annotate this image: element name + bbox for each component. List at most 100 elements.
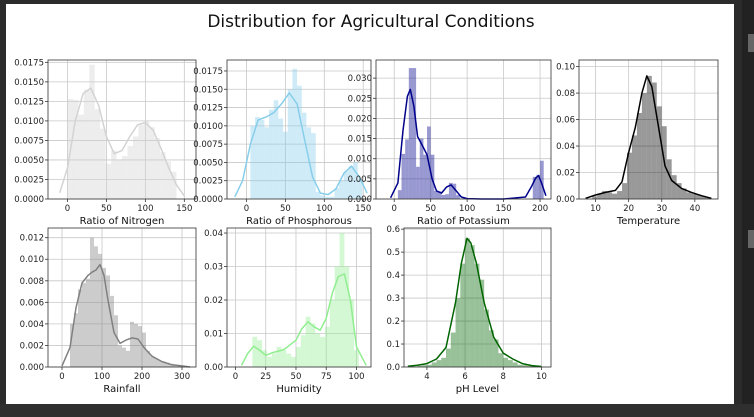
panel-6-xtick-label: 100 xyxy=(348,372,364,382)
panel-4-hist-bar xyxy=(612,193,618,199)
panel-5-hist-bar xyxy=(150,356,154,367)
panel-7-hist-bar xyxy=(517,364,523,367)
panel-2-hist-bar xyxy=(255,117,260,199)
panel-6-hist-bar xyxy=(325,326,330,367)
panel-4-hist-bar xyxy=(641,93,647,199)
panel-1-ytick-label: 0.0025 xyxy=(14,175,44,185)
panel-3-ytick-label: 0.020 xyxy=(348,114,372,124)
panel-1-hist-bar xyxy=(171,171,177,199)
panel-3-hist-bar xyxy=(423,154,428,199)
panel-5-hist-bar xyxy=(78,289,82,367)
panel-4-hist-bar xyxy=(626,152,632,199)
panel-4-hist-bar xyxy=(622,183,627,199)
panel-5-ytick-label: 0.002 xyxy=(20,341,44,351)
panel-5-ytick-label: 0.010 xyxy=(20,255,44,265)
panel-2-ytick-label: 0.0100 xyxy=(193,122,223,132)
panel-4-hist-bar xyxy=(592,196,598,199)
panel-5-hist-bar xyxy=(90,237,94,367)
panel-5-ytick-label: 0.012 xyxy=(20,234,44,244)
panel-4-hist-bar xyxy=(696,195,702,199)
panel-5-xtick-label: 0 xyxy=(59,372,64,382)
panel-3-hist-bar xyxy=(416,166,420,199)
panel-6-xtick-label: 75 xyxy=(321,372,332,382)
panel-4-ytick-label: 0.06 xyxy=(556,116,575,126)
panel-5-ytick-label: 0.004 xyxy=(20,320,44,330)
panel-1-hist-bar xyxy=(143,120,150,199)
panel-7-kde-line xyxy=(407,237,542,368)
panel-3-ytick-label: 0.025 xyxy=(348,94,372,104)
panel-4-xtick-label: 40 xyxy=(689,204,700,214)
panel-4-hist-bar xyxy=(656,106,662,199)
panel-2-ytick-label: 0.0000 xyxy=(193,195,223,205)
panel-4-hist-bar xyxy=(646,75,652,199)
panel-5-hist-bar xyxy=(102,267,106,367)
panel-7-hist-bar xyxy=(527,365,532,367)
panel-7-xlabel: pH Level xyxy=(456,384,499,395)
panel-4-xtick-label: 10 xyxy=(590,204,601,214)
window-edge-strip xyxy=(742,0,754,417)
panel-2-hist-bar xyxy=(264,127,270,199)
panel-6-hist-bar xyxy=(339,233,345,367)
panel-5-xtick-label: 100 xyxy=(94,372,110,382)
panel-3-axes-frame xyxy=(375,59,552,200)
panel-3-hist-bar xyxy=(540,160,544,199)
panel-1-hist-bar xyxy=(105,163,112,199)
panel-2-xtick-label: 0 xyxy=(244,204,249,214)
panel-7-xtick-label: 8 xyxy=(501,372,506,382)
panel-2-ytick-label: 0.0150 xyxy=(193,85,223,95)
panel-5-xlabel: Rainfall xyxy=(103,384,140,395)
panel-4-hist-bar xyxy=(607,192,613,199)
panel-6-hist-bar xyxy=(252,336,258,367)
panel-3-hist-bar xyxy=(448,182,453,199)
panel-6-hist-bar xyxy=(300,335,306,367)
panel-6-hist-bar xyxy=(271,353,277,367)
panel-7-hist-bar xyxy=(512,362,518,367)
panel-3-hist-bar xyxy=(456,194,460,199)
panel-3-hist-bar xyxy=(397,190,402,199)
panel-4-ytick-label: 0.04 xyxy=(556,142,575,152)
panel-4-hist-bar xyxy=(636,112,642,199)
panel-2-xtick-label: 100 xyxy=(316,204,332,214)
panel-3-xlabel: Ratio of Potassium xyxy=(417,216,510,227)
chart-title: Distribution for Agricultural Conditions xyxy=(207,12,535,32)
panel-7-hist-bar xyxy=(503,357,509,367)
panel-6-hist-bar xyxy=(276,346,282,367)
panel-6-ytick-label: 0.02 xyxy=(204,296,223,306)
panel-2-xtick-label: 150 xyxy=(355,204,371,214)
panel-2-hist-bar xyxy=(339,180,344,199)
panel-4-ytick-label: 0.00 xyxy=(556,195,575,205)
panel-6-hist-bar xyxy=(286,353,292,367)
panel-6-xlabel: Humidity xyxy=(276,384,321,395)
panel-1-axes-frame xyxy=(47,59,197,200)
panel-2-ytick-label: 0.0025 xyxy=(193,177,223,187)
panel-7-hist-bar xyxy=(422,365,427,367)
panel-5-hist-bar xyxy=(118,345,122,367)
panel-7-xtick-label: 10 xyxy=(536,372,547,382)
panel-4-hist-bar xyxy=(617,191,623,199)
panel-1-kde-line xyxy=(58,87,185,197)
panel-3-hist-bar xyxy=(532,176,537,199)
panel-7-hist-bar xyxy=(493,339,499,367)
panel-6-hist-bar xyxy=(329,300,335,367)
panel-7-hist-bar xyxy=(417,365,423,367)
panel-2-hist-bar xyxy=(278,118,284,199)
panel-2-hist-bar xyxy=(311,133,316,199)
panel-7-axes-frame xyxy=(403,227,552,368)
panel-7-xtick-label: 6 xyxy=(462,372,467,382)
panel-7-hist-bar xyxy=(508,360,513,367)
panel-2-hist-bar xyxy=(357,178,363,199)
panel-1-hist-bar xyxy=(89,64,95,199)
panel-6-ytick-label: 0.03 xyxy=(204,263,223,273)
panel-7-hist-bar xyxy=(469,245,475,367)
panel-1-xtick-label: 100 xyxy=(137,204,153,214)
panel-4-ytick-label: 0.08 xyxy=(556,89,575,99)
panel-6-kde-line xyxy=(240,273,367,366)
panel-7-xtick-label: 4 xyxy=(424,372,429,382)
panel-4-xtick-label: 30 xyxy=(656,204,667,214)
panel-5-hist-bar xyxy=(138,326,142,367)
panel-7-hist-bar xyxy=(455,298,461,367)
panel-7-hist-bar xyxy=(479,279,485,367)
panel-6-hist-bar xyxy=(344,266,350,367)
panel-2-axes-frame xyxy=(226,59,372,200)
panel-6-hist-bar xyxy=(315,333,321,367)
